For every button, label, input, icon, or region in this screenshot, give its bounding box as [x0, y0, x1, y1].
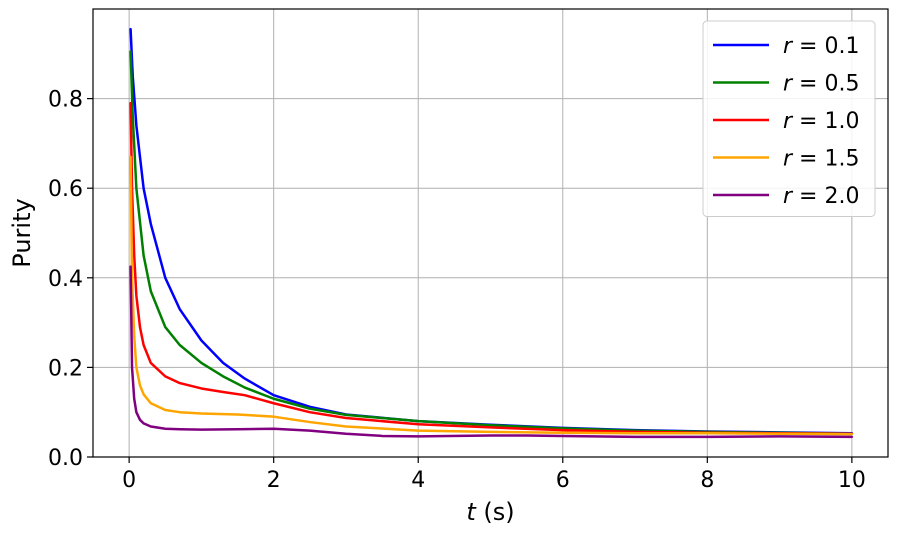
series-layer	[129, 27, 854, 439]
series-line-3	[129, 101, 854, 435]
legend-value: = 1.5	[792, 147, 859, 172]
x-tick-label: 4	[411, 468, 425, 493]
legend-label-3: r = 1.0	[783, 109, 859, 134]
legend-variable: r	[783, 147, 794, 172]
y-axis-label: Purity	[8, 198, 36, 267]
y-tick-label: 0.4	[48, 267, 83, 292]
legend-variable: r	[783, 184, 794, 209]
legend-label-5: r = 2.0	[783, 184, 859, 209]
legend-variable: r	[783, 34, 794, 59]
series-line-5	[129, 265, 854, 439]
y-tick-label: 0.6	[48, 177, 83, 202]
x-axis-label: t (s)	[466, 498, 514, 526]
x-tick-label: 8	[700, 468, 714, 493]
legend-value: = 2.0	[792, 184, 859, 209]
y-tick-label: 0.0	[48, 446, 83, 471]
x-axis-variable: t	[466, 498, 477, 526]
series-line-2	[129, 50, 854, 435]
x-axis-unit: (s)	[476, 498, 515, 526]
legend-value: = 0.1	[792, 34, 859, 59]
legend-value: = 0.5	[792, 72, 859, 97]
x-tick-label: 6	[556, 468, 570, 493]
x-tick-label: 10	[838, 468, 866, 493]
legend-label-2: r = 0.5	[783, 72, 859, 97]
series-line-4	[129, 155, 854, 436]
legend-label-1: r = 0.1	[783, 34, 859, 59]
legend-box	[702, 20, 876, 217]
legend-value: = 1.0	[792, 109, 859, 134]
legend-variable: r	[783, 109, 794, 134]
y-tick-label: 0.8	[48, 88, 83, 113]
x-tick-label: 2	[267, 468, 281, 493]
legend-label-4: r = 1.5	[783, 147, 859, 172]
y-tick-label: 0.2	[48, 356, 83, 381]
x-tick-label: 0	[122, 468, 136, 493]
legend: r = 0.1r = 0.5r = 1.0r = 1.5r = 2.0	[702, 20, 876, 217]
plot-frame	[92, 8, 889, 458]
legend-variable: r	[783, 72, 794, 97]
axis-ticks: 0 2 4 6 8 10 0.0 0.2 0.4 0.6 0.8	[48, 88, 866, 493]
